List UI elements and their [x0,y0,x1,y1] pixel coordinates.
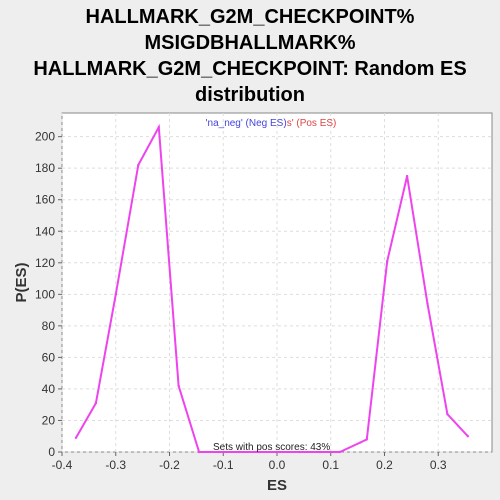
y-tick-label: 40 [42,382,56,396]
data-point [338,450,342,454]
y-tick-label: 100 [35,287,55,301]
title-line-4: distribution [195,84,305,106]
x-tick-label: -0.2 [159,458,180,472]
data-point [197,450,201,454]
data-point [359,441,362,444]
series-points [74,125,470,454]
y-tick-label: 60 [42,350,56,364]
data-point [446,412,449,416]
data-point [74,436,78,440]
y-tick-label: 180 [35,161,55,175]
data-point [114,293,117,296]
x-tick-label: 0.0 [269,458,286,472]
x-tick-label: 0.3 [430,458,447,472]
x-tick-label: -0.4 [52,458,73,472]
data-point [278,450,281,454]
data-point [426,302,429,305]
title-line-3: HALLMARK_G2M_CHECKPOINT: Random ES [33,58,467,80]
legend-neg-es: 'na_neg' (Neg ES) [206,118,287,129]
data-point [466,435,470,438]
legend-pos-es: s' (Pos ES) [287,118,337,129]
x-tick-label: 0.2 [376,458,393,472]
y-tick-label: 20 [42,413,56,427]
legend: 'na_neg' (Neg ES)s' (Pos ES) [206,118,337,129]
x-tick-label: -0.3 [105,458,126,472]
title-line-1: HALLMARK_G2M_CHECKPOINT% [85,6,415,28]
y-tick-label: 120 [35,256,55,270]
y-tick-label: 200 [35,130,55,144]
y-axis-label: P(ES) [13,262,30,302]
pos-scores-annotation: Sets with pos scores: 43% [213,442,330,453]
data-point [405,174,409,178]
y-tick-label: 160 [35,193,55,207]
title-line-2: MSIGDBHALLMARK% [144,32,356,54]
x-tick-label: -0.1 [213,458,234,472]
x-tick-label: 0.1 [322,458,339,472]
data-point [157,125,160,129]
x-axis-ticks: -0.4 -0.3 -0.2 -0.1 0.0 0.1 0.2 0.3 [52,452,447,472]
data-point [217,450,221,454]
y-tick-label: 80 [42,319,56,333]
chart-title: HALLMARK_G2M_CHECKPOINT% MSIGDBHALLMARK%… [0,4,500,108]
data-point [258,450,261,454]
data-point [238,450,241,454]
data-point [177,384,180,387]
data-point [94,401,98,405]
data-point [318,450,322,454]
data-point [137,163,140,167]
data-point [365,438,368,441]
y-axis-ticks: 0 20 40 60 80 100 120 140 160 180 200 [35,130,62,459]
data-point [385,260,389,263]
y-tick-label: 140 [35,224,55,238]
data-point [298,450,301,454]
x-axis-label: ES [267,477,287,494]
y-tick-label: 0 [48,445,55,459]
